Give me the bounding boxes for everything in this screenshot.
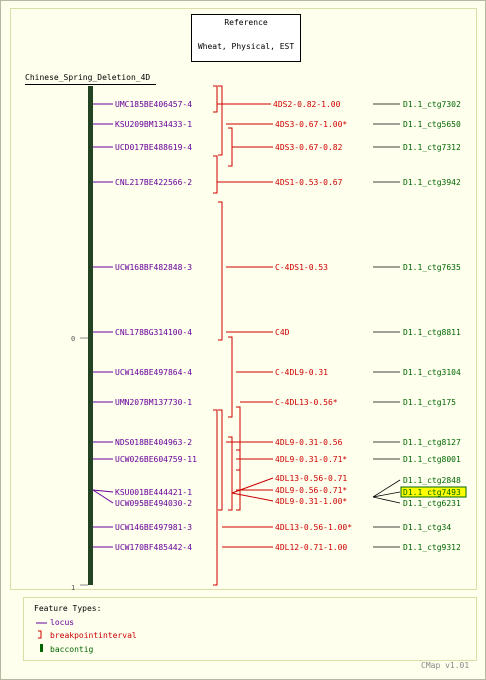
axis-tick-label-bottom[interactable]: 1: [71, 584, 75, 592]
locus-label[interactable]: UCW095BE494030-2: [115, 499, 192, 508]
legend-title: Feature Types:: [34, 604, 102, 613]
breakpoint-bracket: [218, 85, 223, 156]
breakpoint-connector: [231, 492, 274, 502]
locus-label[interactable]: UMC185BE406457-4: [115, 100, 192, 109]
breakpoint-label[interactable]: 4DL13-0.56-0.71: [275, 474, 347, 483]
locus-label[interactable]: KSU001BE444421-1: [115, 488, 192, 497]
locus-label[interactable]: UCW026BE604759-11: [115, 455, 197, 464]
comparative-link: [372, 479, 401, 498]
map-title[interactable]: Chinese_Spring_Deletion_4D: [25, 73, 151, 82]
contig-label[interactable]: D1.1_ctg2848: [403, 476, 461, 485]
locus-label[interactable]: KSU209BM134433-1: [115, 120, 192, 129]
reference-box[interactable]: Reference Wheat, Physical, EST: [191, 14, 301, 62]
comparative-link: [372, 491, 401, 498]
breakpoint-bracket: [218, 201, 223, 341]
breakpoint-bracket: [236, 406, 241, 471]
contig-label[interactable]: D1.1_ctg7312: [403, 143, 461, 152]
reference-subtitle: Wheat, Physical, EST: [197, 42, 295, 51]
breakpoint-bracket: [213, 155, 218, 194]
breakpoint-label[interactable]: 4DS2-0.82-1.00: [273, 100, 341, 109]
map-contig-bar: [88, 86, 93, 585]
locus-label[interactable]: UCW170BF485442-4: [115, 543, 192, 552]
contig-label[interactable]: D1.1_ctg3942: [403, 178, 461, 187]
contig-label[interactable]: D1.1_ctg7302: [403, 100, 461, 109]
legend-breakpoint-swatch: [38, 630, 42, 639]
reference-title: Reference: [224, 18, 268, 27]
contig-label[interactable]: D1.1_ctg7635: [403, 263, 461, 272]
contig-label[interactable]: D1.1_ctg175: [403, 398, 456, 407]
breakpoint-label[interactable]: 4DL9-0.31-0.71*: [275, 455, 347, 464]
locus-connector: [92, 489, 114, 504]
contig-label[interactable]: D1.1_ctg3104: [403, 368, 461, 377]
breakpoint-label[interactable]: C-4DL13-0.56*: [275, 398, 338, 407]
breakpoint-label[interactable]: 4DS3-0.67-0.82: [275, 143, 343, 152]
map-panel: [10, 8, 477, 590]
breakpoint-bracket: [228, 436, 233, 511]
legend-label-locus: locus: [50, 618, 75, 627]
legend: [23, 597, 477, 661]
map-title-underline: [25, 84, 156, 85]
breakpoint-bracket: [218, 409, 223, 511]
comparative-link: [372, 496, 401, 504]
legend-label-breakpointinterval: breakpointinterval: [50, 631, 137, 640]
breakpoint-label[interactable]: 4DL12-0.71-1.00: [275, 543, 347, 552]
breakpoint-bracket: [228, 336, 233, 418]
locus-connector: [92, 489, 114, 493]
breakpoint-label[interactable]: 4DL9-0.31-0.56: [275, 438, 343, 447]
locus-label[interactable]: CNL178BG314100-4: [115, 328, 192, 337]
contig-label[interactable]: D1.1_ctg5650: [403, 120, 461, 129]
breakpoint-label[interactable]: 4DL9-0.56-0.71*: [275, 486, 347, 495]
breakpoint-label[interactable]: 4DL9-0.31-1.00*: [275, 497, 347, 506]
axis-tick-label-top[interactable]: 0: [71, 335, 75, 343]
contig-label[interactable]: D1.1_ctg8001: [403, 455, 461, 464]
locus-label[interactable]: UCW146BE497864-4: [115, 368, 192, 377]
breakpoint-label[interactable]: 4DS3-0.67-1.00*: [275, 120, 347, 129]
breakpoint-bracket: [213, 409, 218, 586]
legend-label-baccontig: baccontig: [50, 645, 94, 654]
locus-label[interactable]: UCW146BE497981-3: [115, 523, 192, 532]
locus-label[interactable]: UCD017BE488619-4: [115, 143, 192, 152]
breakpoint-label[interactable]: C4D: [275, 328, 290, 337]
contig-highlight: [400, 486, 467, 498]
contig-label[interactable]: D1.1_ctg9312: [403, 543, 461, 552]
contig-label[interactable]: D1.1_ctg8811: [403, 328, 461, 337]
locus-label[interactable]: NDS018BE404963-2: [115, 438, 192, 447]
breakpoint-label[interactable]: 4DL13-0.56-1.00*: [275, 523, 352, 532]
legend-baccontig-swatch: [40, 644, 43, 652]
contig-label[interactable]: D1.1_ctg34: [403, 523, 451, 532]
version-label: CMap v1.01: [421, 661, 470, 670]
breakpoint-bracket: [213, 85, 218, 113]
contig-label[interactable]: D1.1_ctg6231: [403, 499, 461, 508]
locus-label[interactable]: CNL217BE422566-2: [115, 178, 192, 187]
locus-label[interactable]: UCW168BF482848-3: [115, 263, 192, 272]
breakpoint-bracket: [236, 449, 241, 511]
locus-label[interactable]: UMN207BM137730-1: [115, 398, 192, 407]
breakpoint-label[interactable]: C-4DL9-0.31: [275, 368, 328, 377]
breakpoint-label[interactable]: 4DS1-0.53-0.67: [275, 178, 343, 187]
breakpoint-label[interactable]: C-4DS1-0.53: [275, 263, 328, 272]
contig-label[interactable]: D1.1_ctg7493: [403, 488, 461, 497]
contig-label[interactable]: D1.1_ctg8127: [403, 438, 461, 447]
